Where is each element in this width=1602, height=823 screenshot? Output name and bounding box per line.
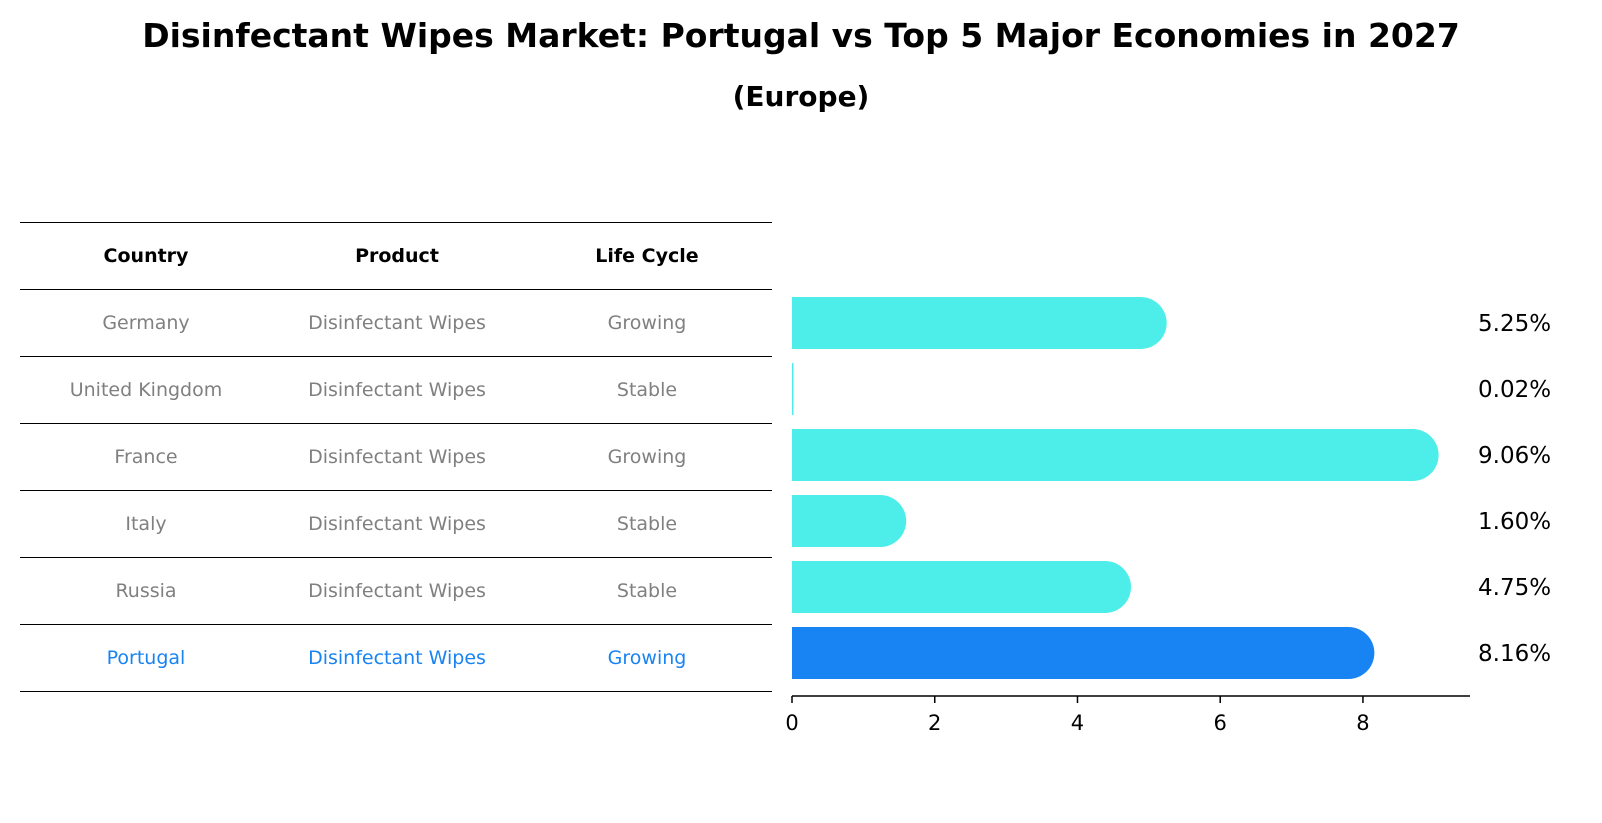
value-label: 1.60% [1478, 509, 1551, 535]
bar-france [792, 429, 1439, 481]
cell-life-cycle: Stable [616, 580, 678, 602]
cell-product: Disinfectant Wipes [308, 513, 486, 535]
cell-product: Disinfectant Wipes [308, 446, 486, 468]
cell-product: Disinfectant Wipes [308, 379, 486, 401]
x-tick-label: 8 [1356, 711, 1369, 735]
value-label: 9.06% [1478, 443, 1551, 469]
bar-italy [792, 495, 907, 547]
table-row: Germany Disinfectant Wipes Growing [20, 289, 772, 356]
cell-life-cycle: Stable [616, 379, 678, 401]
chart-subtitle: (Europe) [732, 80, 870, 113]
table-header-row: Country Product Life Cycle [20, 222, 772, 289]
value-label: 8.16% [1478, 641, 1551, 667]
column-header-life-cycle: Life Cycle [595, 245, 699, 267]
cell-country: Russia [115, 580, 177, 602]
value-label: 0.02% [1478, 377, 1551, 403]
column-header-country: Country [103, 245, 189, 267]
bar-germany [792, 297, 1167, 349]
value-label: 5.25% [1478, 311, 1551, 337]
cell-country: Germany [102, 312, 190, 334]
cell-product: Disinfectant Wipes [308, 312, 486, 334]
cell-product: Disinfectant Wipes [308, 580, 486, 602]
x-tick-label: 0 [785, 711, 798, 735]
table-row: United Kingdom Disinfectant Wipes Stable [20, 356, 772, 423]
cell-country: Portugal [106, 647, 186, 669]
cell-country: France [114, 446, 178, 468]
bar-united-kingdom [792, 363, 794, 415]
cell-life-cycle: Stable [616, 513, 678, 535]
value-label: 4.75% [1478, 575, 1551, 601]
table-row: Italy Disinfectant Wipes Stable [20, 490, 772, 557]
table-row: France Disinfectant Wipes Growing [20, 423, 772, 490]
x-tick-label: 2 [928, 711, 941, 735]
x-tick-label: 6 [1214, 711, 1227, 735]
cell-life-cycle: Growing [607, 446, 687, 468]
chart-title: Disinfectant Wipes Market: Portugal vs T… [142, 16, 1460, 55]
cell-country: Italy [125, 513, 167, 535]
table-row: Russia Disinfectant Wipes Stable [20, 557, 772, 624]
column-header-product: Product [355, 245, 439, 267]
table-row-highlight: Portugal Disinfectant Wipes Growing [20, 624, 772, 692]
bar-russia [792, 561, 1131, 613]
cell-product: Disinfectant Wipes [308, 647, 486, 669]
cell-country: United Kingdom [69, 379, 223, 401]
cell-life-cycle: Growing [607, 312, 687, 334]
country-table: Country Product Life Cycle Germany Disin… [20, 222, 772, 692]
cell-life-cycle: Growing [607, 647, 687, 669]
bar-portugal [792, 627, 1375, 679]
x-tick-label: 4 [1071, 711, 1084, 735]
